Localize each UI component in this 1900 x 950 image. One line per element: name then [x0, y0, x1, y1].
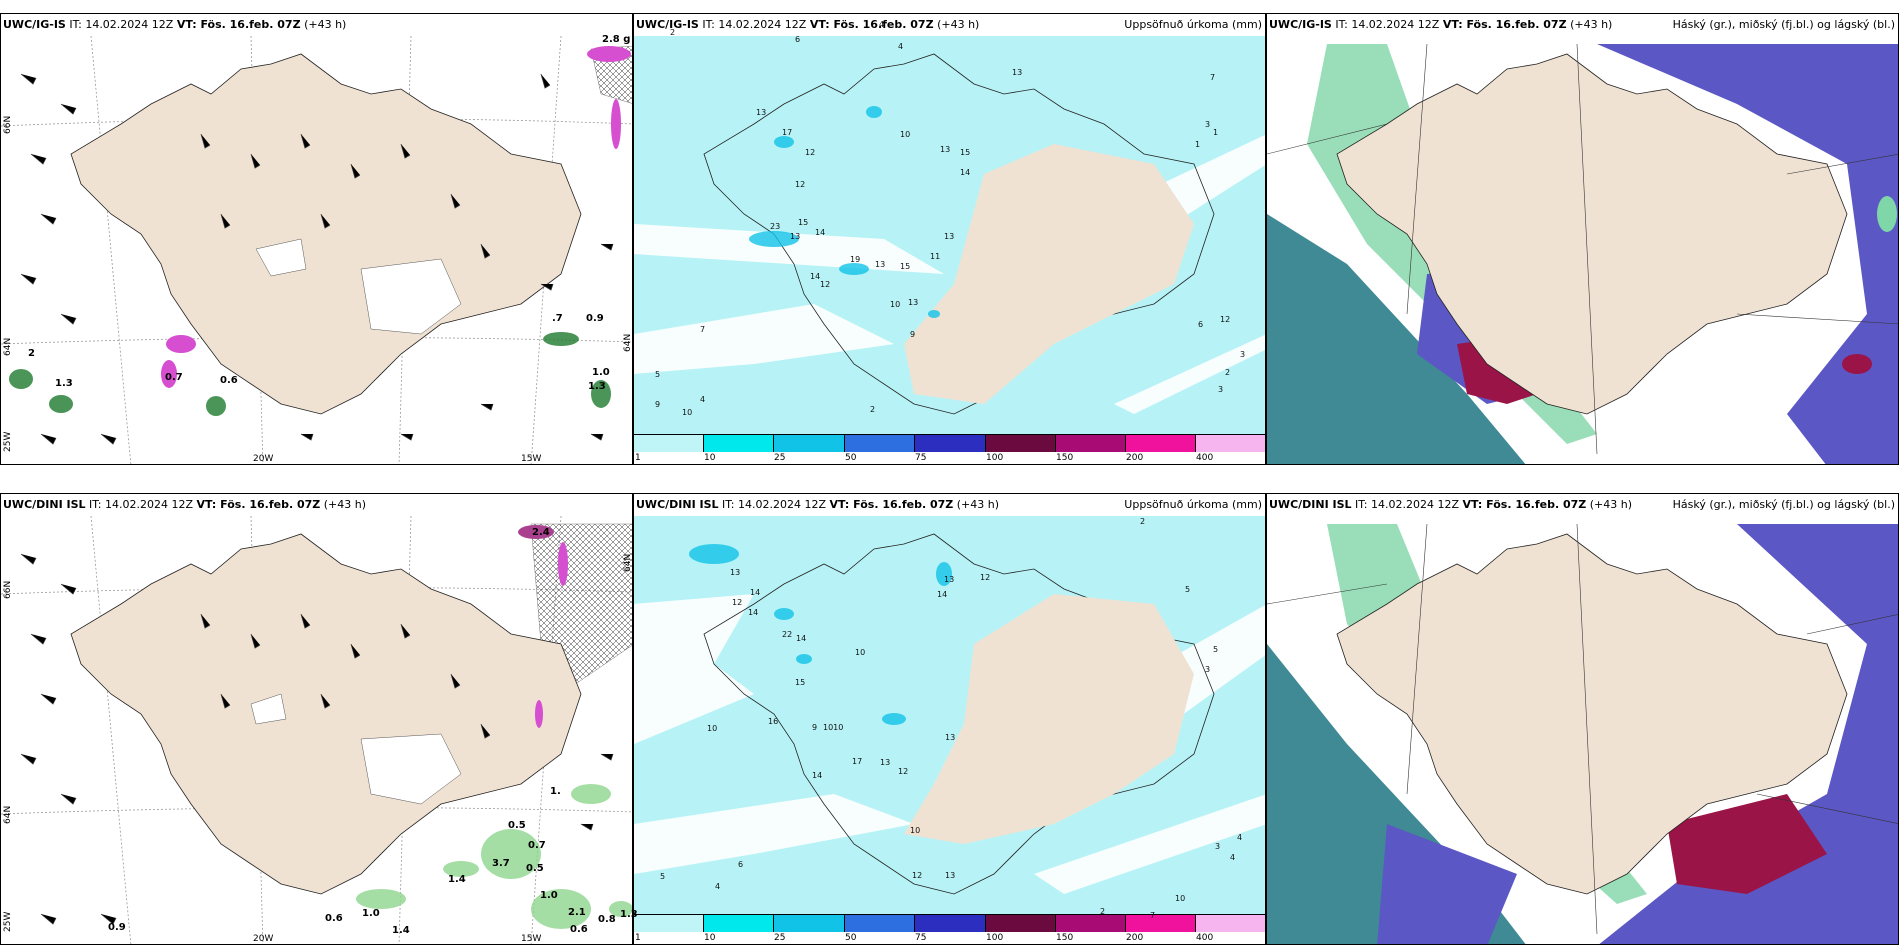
precip-map [634, 36, 1265, 436]
valid-time: VT: Fös. 16.feb. 07Z [809, 18, 934, 31]
model-label: UWC/IG-IS [636, 18, 699, 31]
colorbar-tick: 50 [845, 453, 857, 463]
colorbar-tick: 10 [704, 933, 716, 943]
lon-corner-label: 25W [3, 911, 13, 932]
colorbar-swatch [845, 435, 915, 452]
valid-time: VT: Fös. 16.feb. 07Z [196, 498, 321, 511]
colorbar-tick: 400 [1196, 453, 1214, 463]
init-time: IT: 14.02.2024 12Z [89, 498, 194, 511]
lat-label-66n: 66N [3, 115, 13, 134]
colorbar-tick: 50 [845, 933, 857, 943]
colorbar-tick: 1 [635, 453, 641, 463]
colorbar-tick: 100 [986, 453, 1004, 463]
init-time: IT: 14.02.2024 12Z [1355, 498, 1460, 511]
lon-label-15w: 15W [521, 934, 542, 944]
wind-map [1, 516, 632, 944]
lon-label-20w: 20W [253, 934, 274, 944]
colorbar-swatch [1196, 915, 1265, 932]
field-title: Háský (gr.), miðský (fj.bl.) og lágský (… [1672, 498, 1895, 511]
colorbar-swatch [915, 435, 986, 452]
colorbar-tick: 75 [915, 933, 927, 943]
lat-label-right-64n: 64N [623, 333, 633, 352]
panel-bottom-left: UWC/DINI ISL IT: 14.02.2024 12Z VT: Fös.… [0, 493, 633, 945]
panel-header: UWC/IG-IS IT: 14.02.2024 12Z VT: Fös. 16… [1267, 14, 1898, 36]
precip-map [634, 516, 1265, 916]
colorbar-tick: 25 [774, 453, 786, 463]
colorbar-tick: 400 [1196, 933, 1214, 943]
colorbar-swatch [1126, 915, 1196, 932]
colorbar-swatch [845, 915, 915, 932]
panel-header: UWC/DINI ISL IT: 14.02.2024 12Z VT: Fös.… [1267, 494, 1898, 516]
field-title: Háský (gr.), miðský (fj.bl.) og lágský (… [1672, 18, 1895, 31]
lon-corner-label: 25W [3, 431, 13, 452]
colorbar-swatch [986, 915, 1056, 932]
panel-top-right: UWC/IG-IS IT: 14.02.2024 12Z VT: Fös. 16… [1266, 13, 1899, 465]
colorbar-swatch [915, 915, 986, 932]
lat-label-64n: 64N [3, 337, 13, 356]
valid-time: VT: Fös. 16.feb. 07Z [829, 498, 954, 511]
colorbar-swatch [1126, 435, 1196, 452]
valid-time: VT: Fös. 16.feb. 07Z [176, 18, 301, 31]
colorbar-tick: 150 [1056, 453, 1074, 463]
lead-time: (+43 h) [956, 498, 1000, 511]
lon-label-20w: 20W [253, 454, 274, 464]
panel-bottom-middle: UWC/DINI ISL IT: 14.02.2024 12Z VT: Fös.… [633, 493, 1266, 945]
model-label: UWC/DINI ISL [3, 498, 86, 511]
panel-header: UWC/DINI ISL IT: 14.02.2024 12Z VT: Fös.… [634, 494, 1265, 516]
lead-time: (+43 h) [304, 18, 347, 31]
lat-label-66n: 66N [3, 580, 13, 599]
colorbar-swatch [634, 435, 704, 452]
colorbar-tick: 1 [635, 933, 641, 943]
cloud-map [1267, 36, 1898, 464]
colorbar: 1 10 25 50 75 100 150 200 400 [634, 434, 1265, 464]
field-title: Uppsöfnuð úrkoma (mm) [1124, 18, 1262, 31]
colorbar-swatch [774, 915, 845, 932]
colorbar-swatch [634, 915, 704, 932]
lead-time: (+43 h) [323, 498, 367, 511]
colorbar-tick: 200 [1126, 453, 1144, 463]
colorbar-tick: 75 [915, 453, 927, 463]
valid-time: VT: Fös. 16.feb. 07Z [1442, 18, 1567, 31]
colorbar-swatch [704, 915, 774, 932]
colorbar-tick: 200 [1126, 933, 1144, 943]
colorbar-tick: 150 [1056, 933, 1074, 943]
init-time: IT: 14.02.2024 12Z [69, 18, 174, 31]
colorbar-swatch [986, 435, 1056, 452]
panel-bottom-right: UWC/DINI ISL IT: 14.02.2024 12Z VT: Fös.… [1266, 493, 1899, 945]
colorbar-swatch [774, 435, 845, 452]
valid-time: VT: Fös. 16.feb. 07Z [1462, 498, 1587, 511]
colorbar-swatch [704, 435, 774, 452]
model-label: UWC/IG-IS [3, 18, 66, 31]
lead-time: (+43 h) [1589, 498, 1633, 511]
panel-top-left: UWC/IG-IS IT: 14.02.2024 12Z VT: Fös. 16… [0, 13, 633, 465]
wind-map [1, 36, 632, 464]
lead-time: (+43 h) [1570, 18, 1613, 31]
panel-header: UWC/IG-IS IT: 14.02.2024 12Z VT: Fös. 16… [1, 14, 632, 36]
lon-label-15w: 15W [521, 454, 542, 464]
lat-label-64n: 64N [3, 805, 13, 824]
lat-label-right-64n: 64N [623, 553, 633, 572]
init-time: IT: 14.02.2024 12Z [722, 498, 827, 511]
panel-header: UWC/DINI ISL IT: 14.02.2024 12Z VT: Fös.… [1, 494, 632, 516]
colorbar-tick: 100 [986, 933, 1004, 943]
colorbar: 1 10 25 50 75 100 150 200 400 [634, 914, 1265, 944]
model-label: UWC/IG-IS [1269, 18, 1332, 31]
colorbar-swatch [1196, 435, 1265, 452]
init-time: IT: 14.02.2024 12Z [1335, 18, 1440, 31]
model-label: UWC/DINI ISL [636, 498, 719, 511]
field-title: Uppsöfnuð úrkoma (mm) [1124, 498, 1262, 511]
panel-header: UWC/IG-IS IT: 14.02.2024 12Z VT: Fös. 16… [634, 14, 1265, 36]
model-label: UWC/DINI ISL [1269, 498, 1352, 511]
colorbar-swatch [1056, 435, 1126, 452]
init-time: IT: 14.02.2024 12Z [702, 18, 807, 31]
lead-time: (+43 h) [937, 18, 980, 31]
colorbar-swatch [1056, 915, 1126, 932]
cloud-map [1267, 516, 1898, 944]
colorbar-tick: 10 [704, 453, 716, 463]
panel-top-middle: UWC/IG-IS IT: 14.02.2024 12Z VT: Fös. 16… [633, 13, 1266, 465]
colorbar-tick: 25 [774, 933, 786, 943]
